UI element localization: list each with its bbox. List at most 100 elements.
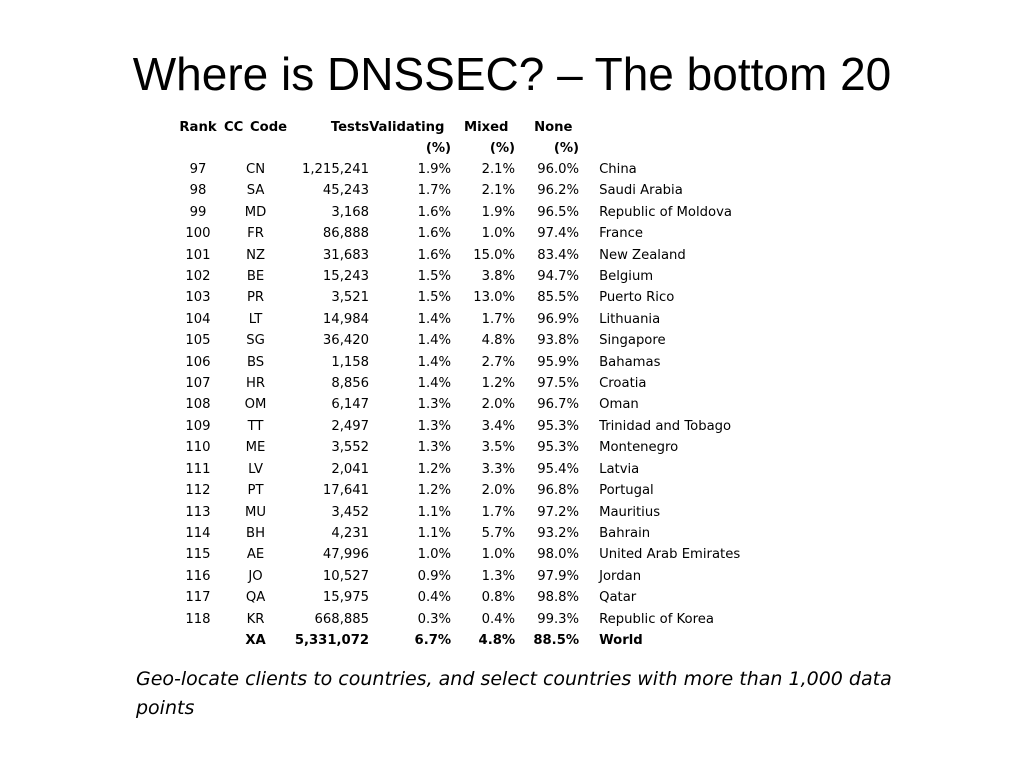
slide-title: Where is DNSSEC? – The bottom 20 [132,48,892,100]
cell-rank: 101 [185,247,211,263]
cell-none: 96.0% [537,162,580,177]
cell-none: 93.2% [537,525,580,541]
header-rank: Rank [179,120,217,135]
cell-cc-code: QA [245,590,266,606]
cell-validating: 0.4% [417,590,452,606]
cell-cc-code: HR [245,376,266,392]
header-tests: Tests [330,120,370,135]
header-validating: Validating [369,120,452,135]
cell-country: Republic of Korea [599,611,714,627]
cell-country: Bahrain [599,525,651,541]
cell-rank: 98 [189,183,207,199]
cell-country: Qatar [599,590,637,606]
cell-none: 95.3% [537,440,580,456]
cell-tests: 31,683 [322,247,370,263]
table-row: 99 MD 3,168 1.6% 1.9% 96.5% Republic of Moldov… [172,202,799,223]
cell-mixed: 1.3% [481,568,516,584]
cell-cc-code: TT [247,418,264,434]
table-row: 105 SG 36,420 1.4% 4.8% 93.8% Singapore [172,330,799,351]
cell-validating: 1.1% [417,504,452,520]
cell-tests: 3,521 [331,290,370,306]
cell-country: Croatia [599,376,647,392]
table-row: 113 MU 3,452 1.1% 1.7% 97.2% Mauritius [172,502,799,523]
table-row: 106 BS 1,158 1.4% 2.7% 95.9% Bahamas [172,352,799,373]
cell-none: 98.0% [537,547,580,563]
cell-cc-code: MU [245,504,267,520]
cell-validating: 1.2% [417,483,452,499]
cell-country: Montenegro [599,440,679,456]
cell-cc-code: MD [244,204,267,220]
table-row: 97 CN 1,215,241 1.9% 2.1% 96.0% China [172,159,799,180]
cell-country: Lithuania [599,311,661,327]
cell-rank: 97 [189,162,207,177]
cell-rank: 109 [185,418,211,434]
cell-rank: 104 [185,311,211,327]
cell-cc-code: SG [246,333,265,349]
cell-tests: 1,215,241 [301,162,370,177]
cell-none: 97.4% [537,226,580,242]
cell-mixed: 0.8% [481,590,516,606]
cell-country: France [599,226,643,242]
footnote: Geo-locate clients to countries, and sel… [136,668,892,719]
cell-none: 96.7% [537,397,580,413]
cell-country: Saudi Arabia [599,183,683,199]
cell-tests: 3,552 [331,440,370,456]
header-mixed: Mixed [463,120,516,135]
cell-mixed: 1.0% [481,226,516,242]
cell-tests: 1,158 [331,354,370,370]
cell-cc-code: SA [246,183,265,199]
cell-validating: 1.5% [417,290,452,306]
cell-validating: 1.5% [417,269,452,285]
table-row: 114 BH 4,231 1.1% 5.7% 93.2% Bahrain [172,523,799,544]
total-cell-mixed: 4.8% [478,632,516,648]
cell-rank: 112 [185,483,211,499]
cell-none: 94.7% [537,269,580,285]
cell-country: Latvia [599,461,640,477]
cell-tests: 47,996 [322,547,370,563]
cell-rank: 107 [185,376,211,392]
cell-tests: 2,041 [331,461,370,477]
cell-validating: 1.3% [417,397,452,413]
cell-validating: 1.6% [417,247,452,263]
cell-country: New Zealand [599,247,686,263]
cell-country: Bahamas [599,354,661,370]
total-cell-validating: 6.7% [414,632,452,648]
cell-none: 85.5% [537,290,580,306]
table-row-total: XA 5,331,072 6.7% 4.8% 88.5% World [172,630,799,651]
cell-none: 98.8% [537,590,580,606]
cell-mixed: 2.1% [481,162,516,177]
cell-none: 99.3% [537,611,580,627]
cell-mixed: 4.8% [481,333,516,349]
cell-rank: 110 [185,440,211,456]
table-row: 115 AE 47,996 1.0% 1.0% 98.0% United Arab Emir… [172,544,799,565]
header-none-unit: (%) [553,141,580,156]
table-row: 104 LT 14,984 1.4% 1.7% 96.9% Lithuania [172,309,799,330]
cell-rank: 114 [185,525,211,541]
cell-mixed: 1.2% [481,376,516,392]
cell-tests: 86,888 [322,226,370,242]
cell-validating: 1.4% [417,376,452,392]
cell-country: Portugal [599,483,654,499]
header-country [579,117,799,138]
table-row: 102 BE 15,243 1.5% 3.8% 94.7% Belgium [172,266,799,287]
cell-cc-code: LV [248,461,263,477]
cell-rank: 117 [185,590,211,606]
cell-tests: 668,885 [314,611,370,627]
cell-cc-code: PT [247,483,264,499]
header-validating-unit: (%) [425,141,452,156]
cell-none: 97.2% [537,504,580,520]
header-unit-row: (%) (%) (%) [172,138,799,159]
cell-mixed: 1.7% [481,311,516,327]
cell-rank: 106 [185,354,211,370]
cell-validating: 1.7% [417,183,452,199]
cell-cc-code: BH [246,525,266,541]
cell-country: Republic of Moldova [599,204,732,220]
cell-rank: 100 [185,226,211,242]
cell-mixed: 1.9% [481,204,516,220]
cell-mixed: 3.8% [481,269,516,285]
cell-cc-code: BE [246,269,265,285]
cell-mixed: 2.0% [481,483,516,499]
header-mixed-unit: (%) [489,141,516,156]
cell-validating: 0.9% [417,568,452,584]
cell-rank: 116 [185,568,211,584]
